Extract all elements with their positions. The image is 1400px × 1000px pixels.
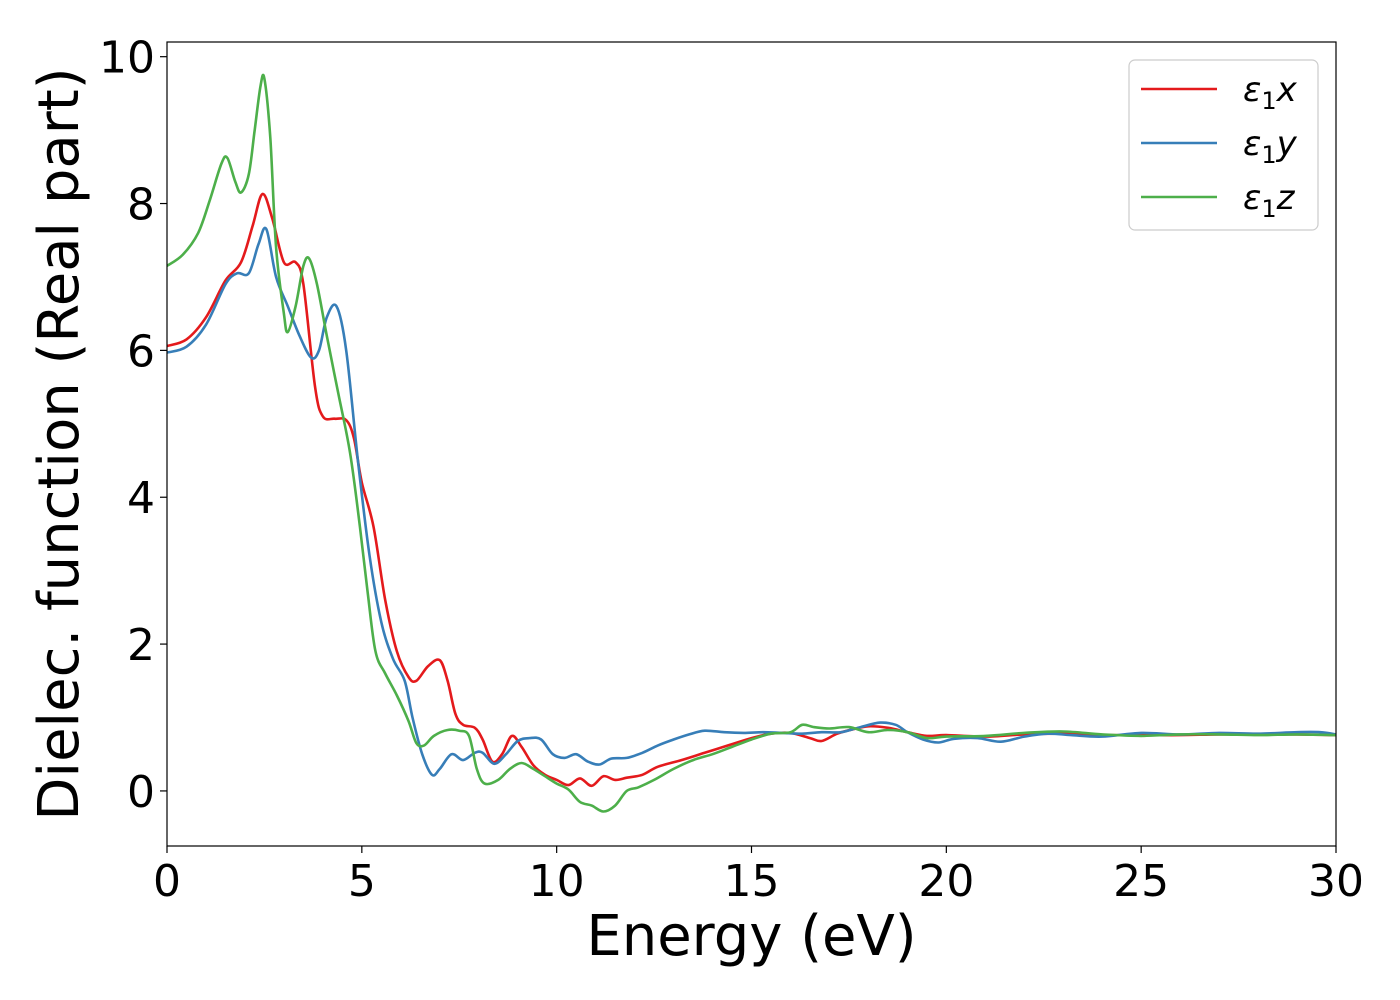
legend: ε1x ε1y ε1z bbox=[1128, 59, 1319, 231]
y-tick-label: 2 bbox=[127, 620, 155, 671]
legend-label-z: ε1z bbox=[1243, 178, 1296, 223]
series-layer bbox=[167, 73, 1336, 813]
x-axis-title: Energy (eV) bbox=[586, 904, 916, 969]
x-tick-label: 0 bbox=[153, 856, 181, 907]
y-tick-label: 0 bbox=[127, 767, 155, 818]
series-line-x bbox=[167, 192, 1336, 788]
legend-label-y: ε1y bbox=[1243, 124, 1298, 169]
x-tick-label: 30 bbox=[1308, 856, 1364, 907]
series-line-y bbox=[167, 226, 1336, 777]
y-tick-label: 8 bbox=[127, 180, 155, 231]
x-tick-label: 10 bbox=[529, 856, 585, 907]
y-tick-label: 10 bbox=[99, 33, 155, 84]
y-axis-title: Dielec. function (Real part) bbox=[27, 67, 92, 820]
legend-box bbox=[1128, 59, 1319, 231]
y-tick-label: 4 bbox=[127, 473, 155, 524]
series-line-z bbox=[167, 73, 1336, 813]
x-tick-label: 20 bbox=[918, 856, 974, 907]
x-tick-label: 5 bbox=[348, 856, 376, 907]
x-axis: 0 5 10 15 20 25 30 bbox=[153, 846, 1364, 907]
legend-label-x: ε1x bbox=[1243, 70, 1298, 115]
x-tick-label: 15 bbox=[724, 856, 780, 907]
x-tick-label: 25 bbox=[1113, 856, 1169, 907]
y-tick-label: 6 bbox=[127, 326, 155, 377]
y-axis: 0 2 4 6 8 10 bbox=[99, 33, 167, 818]
